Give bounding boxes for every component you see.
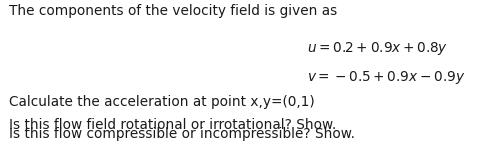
Text: Calculate the acceleration at point x,y=(0,1): Calculate the acceleration at point x,y=… [9, 95, 315, 109]
Text: $v = -0.5 + 0.9x - 0.9y$: $v = -0.5 + 0.9x - 0.9y$ [307, 69, 465, 86]
Text: Is this flow compressible or incompressible? Show.: Is this flow compressible or incompressi… [9, 127, 355, 141]
Text: Is this flow field rotational or irrotational? Show.: Is this flow field rotational or irrotat… [9, 118, 336, 132]
Text: The components of the velocity field is given as: The components of the velocity field is … [9, 4, 337, 18]
Text: $u = 0.2 + 0.9x + 0.8y$: $u = 0.2 + 0.9x + 0.8y$ [307, 40, 448, 57]
